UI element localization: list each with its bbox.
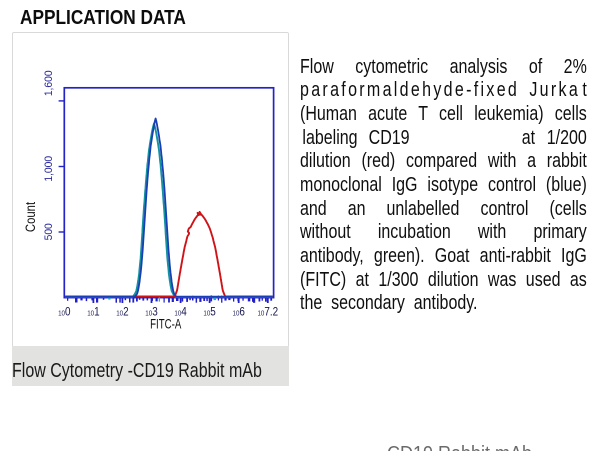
svg-text:102: 102 [116, 306, 128, 319]
svg-text:104: 104 [174, 306, 186, 319]
svg-text:1,000: 1,000 [43, 156, 55, 182]
svg-text:1,600: 1,600 [43, 70, 55, 96]
svg-text:106: 106 [232, 306, 244, 319]
svg-text:Count: Count [23, 201, 38, 232]
svg-text:FITC-A: FITC-A [150, 316, 181, 332]
svg-text:500: 500 [43, 223, 55, 240]
svg-text:105: 105 [203, 306, 215, 319]
svg-text:107.2: 107.2 [257, 306, 278, 319]
svg-text:103: 103 [145, 306, 157, 319]
svg-text:101: 101 [87, 306, 99, 319]
svg-text:100: 100 [58, 306, 70, 319]
